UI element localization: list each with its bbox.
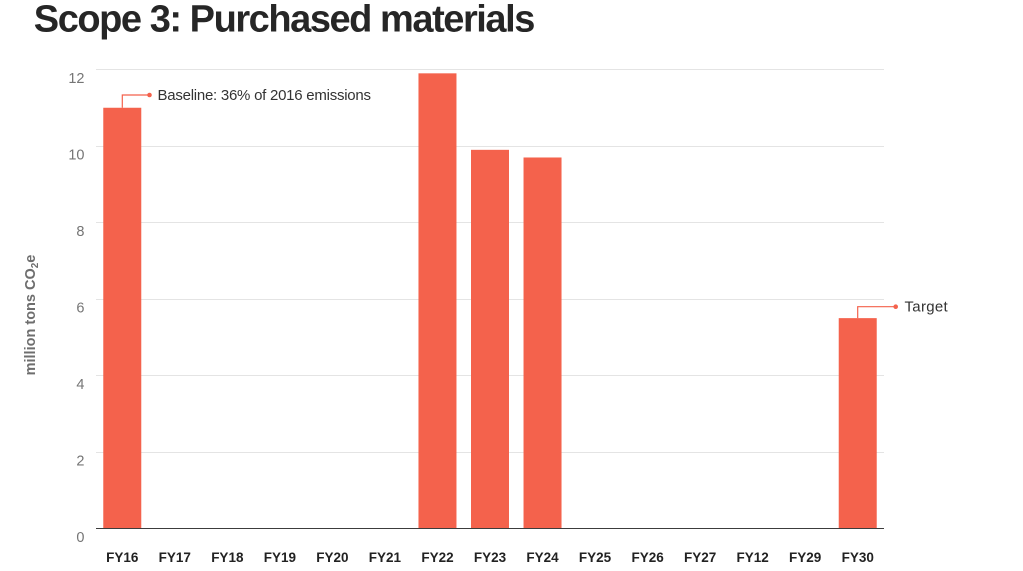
svg-text:FY27: FY27 — [684, 550, 716, 565]
svg-text:FY30: FY30 — [842, 550, 874, 565]
svg-text:10: 10 — [68, 148, 84, 164]
svg-text:FY19: FY19 — [264, 550, 296, 565]
svg-text:4: 4 — [76, 377, 84, 393]
svg-text:Target: Target — [905, 299, 949, 316]
svg-text:Scope 3: Purchased materials: Scope 3: Purchased materials — [34, 0, 534, 41]
svg-text:FY23: FY23 — [474, 550, 507, 565]
svg-text:2: 2 — [76, 454, 84, 470]
svg-text:million tons CO2e: million tons CO2e — [23, 255, 41, 376]
svg-text:12: 12 — [68, 71, 84, 87]
svg-text:FY25: FY25 — [579, 550, 612, 565]
svg-text:FY26: FY26 — [631, 550, 664, 565]
svg-text:FY17: FY17 — [159, 550, 191, 565]
svg-text:6: 6 — [76, 301, 84, 317]
svg-text:FY16: FY16 — [106, 550, 139, 565]
svg-text:FY20: FY20 — [316, 550, 348, 565]
svg-text:0: 0 — [76, 530, 84, 546]
svg-text:FY22: FY22 — [421, 550, 453, 565]
svg-text:FY24: FY24 — [526, 550, 559, 565]
svg-text:FY29: FY29 — [789, 550, 821, 565]
svg-text:FY12: FY12 — [737, 550, 769, 565]
svg-text:FY18: FY18 — [211, 550, 244, 565]
svg-text:8: 8 — [76, 224, 84, 240]
svg-text:FY21: FY21 — [369, 550, 402, 565]
svg-text:Baseline: 36% of 2016 emission: Baseline: 36% of 2016 emissions — [158, 87, 371, 104]
